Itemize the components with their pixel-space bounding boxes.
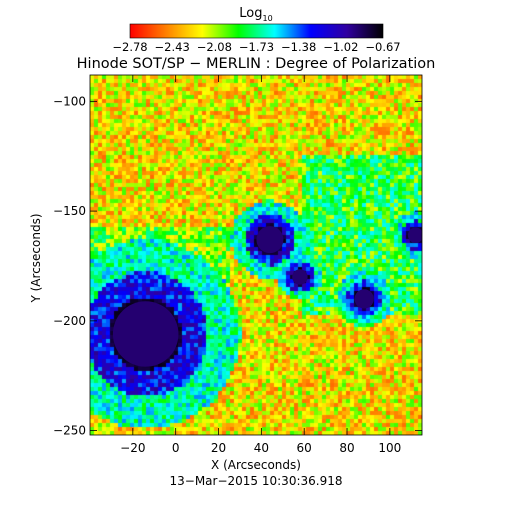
x-tick-label: 20 [211,441,226,455]
y-axis-label: Y (Arcseconds) [29,213,43,303]
colorbar-tick-label: −2.08 [197,40,232,54]
heatmap [90,75,422,435]
x-tick-label: 80 [339,441,354,455]
colorbar-tick-label: −1.73 [239,40,274,54]
colorbar-label-main: Log [239,6,262,21]
x-tick-label: 60 [297,441,312,455]
x-tick-label: 100 [378,441,401,455]
y-tick-label: −250 [53,424,86,438]
y-tick-label: −200 [53,314,86,328]
colorbar-tick-label: −0.67 [365,40,400,54]
pore-marker [256,226,284,254]
x-axis-label: X (Arcseconds) [211,458,301,472]
colorbar-tick-label: −1.38 [281,40,316,54]
colorbar-tick-label: −1.02 [323,40,358,54]
colorbar-label-sub: 10 [263,14,273,23]
pore-marker [354,289,374,309]
colorbar-tick-label: −2.43 [155,40,190,54]
timestamp: 13−Mar−2015 10:30:36.918 [170,474,343,488]
pore-marker [292,269,308,285]
chart-title: Hinode SOT/SP − MERLIN : Degree of Polar… [77,56,436,72]
y-tick-label: −150 [53,204,86,218]
colorbar-ticks: −2.78 −2.43 −2.08 −1.73 −1.38 −1.02 −0.67 [112,40,400,54]
pore-marker [407,227,422,243]
x-tick-label: 0 [172,441,180,455]
plot-frame [89,74,423,436]
colorbar [129,23,384,39]
colorbar-label: Log10 [239,6,272,23]
axes: −20 0 20 40 60 80 100−100−150−200−250 [53,75,422,455]
sunspot-marker [112,301,179,367]
y-tick-label: −100 [53,94,86,108]
x-tick-label: −20 [120,441,145,455]
x-tick-label: 40 [254,441,269,455]
colorbar-tick-label: −2.78 [112,40,147,54]
heatmap-image [90,75,422,435]
